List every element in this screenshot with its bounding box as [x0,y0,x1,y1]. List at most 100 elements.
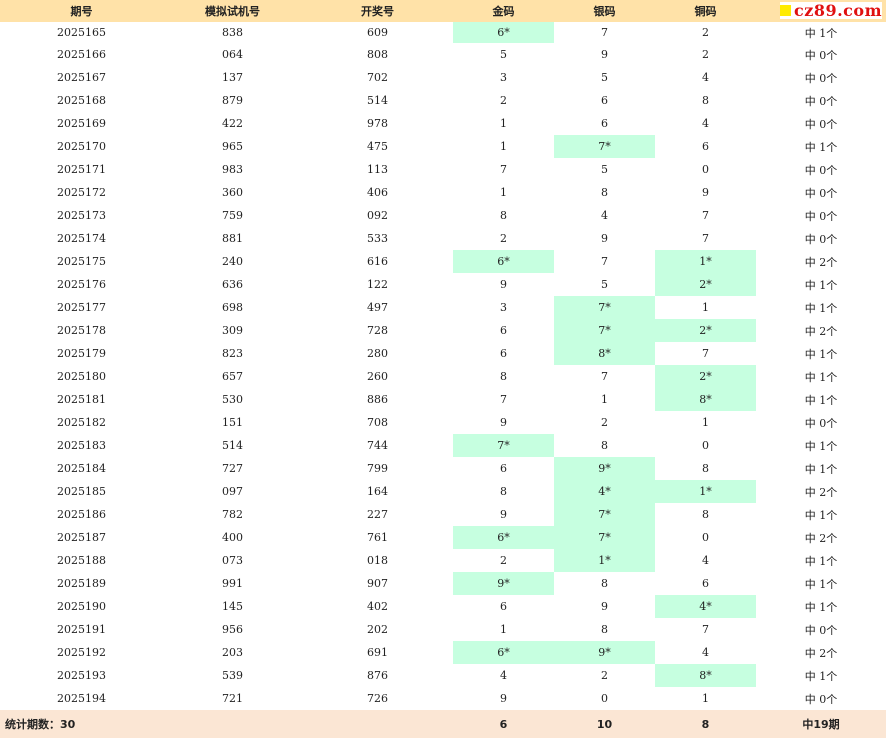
summary-silver: 10 [554,710,655,738]
draw-number-cell: 691 [367,646,388,659]
sim-number-cell: 145 [222,600,243,613]
bronze-cell: 1 [702,416,709,429]
table-row: 2025172 360 406 1 8 9 中 0个 [0,181,886,204]
sim-number-cell: 400 [222,531,243,544]
draw-number-cell: 616 [367,255,388,268]
gold-cell: 7* [453,434,554,457]
sim-number-cell: 965 [222,140,243,153]
silver-cell: 9 [601,48,608,61]
draw-number-cell: 728 [367,324,388,337]
silver-cell: 8 [601,186,608,199]
gold-cell: 3 [500,301,507,314]
header-bronze: 铜码 [655,0,756,22]
gold-cell: 9 [500,278,507,291]
silver-cell: 7* [554,135,655,158]
gold-cell: 6* [453,526,554,549]
table-row: 2025166 064 808 5 9 2 中 0个 [0,43,886,66]
sim-number-cell: 309 [222,324,243,337]
result-cell: 中 0个 [804,232,838,246]
silver-cell: 9* [554,641,655,664]
draw-number-cell: 260 [367,370,388,383]
bronze-cell: 4 [702,71,709,84]
table-row: 2025187 400 761 6* 7* 0 中 2个 [0,526,886,549]
gold-cell: 6* [453,641,554,664]
issue-cell: 2025190 [57,600,106,613]
issue-cell: 2025169 [57,117,106,130]
sim-number-cell: 064 [222,48,243,61]
silver-cell: 7* [554,319,655,342]
draw-number-cell: 744 [367,439,388,452]
bronze-cell: 2* [655,273,756,296]
result-cell: 中 1个 [804,462,838,476]
bronze-cell: 2* [655,319,756,342]
draw-number-cell: 092 [367,209,388,222]
issue-cell: 2025184 [57,462,106,475]
issue-cell: 2025194 [57,692,106,705]
issue-cell: 2025192 [57,646,106,659]
silver-cell: 6 [601,117,608,130]
table-row: 2025181 530 886 7 1 8* 中 1个 [0,388,886,411]
gold-cell: 1 [500,140,507,153]
result-cell: 中 2个 [804,646,838,660]
sim-number-cell: 956 [222,623,243,636]
site-logo[interactable]: cz89.com [779,1,883,20]
result-cell: 中 1个 [804,347,838,361]
gold-cell: 5 [500,48,507,61]
table-row: 2025176 636 122 9 5 2* 中 1个 [0,273,886,296]
result-cell: 中 2个 [804,324,838,338]
silver-cell: 4 [601,209,608,222]
issue-cell: 2025182 [57,416,106,429]
issue-cell: 2025183 [57,439,106,452]
header-logo-cell: cz89.com [756,0,886,22]
summary-label: 统计期数：30 [0,710,163,738]
bronze-cell: 1* [655,250,756,273]
draw-number-cell: 609 [367,26,388,39]
draw-number-cell: 497 [367,301,388,314]
issue-cell: 2025181 [57,393,106,406]
draw-number-cell: 514 [367,94,388,107]
gold-cell: 9 [500,692,507,705]
sim-number-cell: 983 [222,163,243,176]
bronze-cell: 4 [702,646,709,659]
sim-number-cell: 881 [222,232,243,245]
summary-result: 中19期 [756,710,886,738]
draw-number-cell: 402 [367,600,388,613]
table-row: 2025177 698 497 3 7* 1 中 1个 [0,296,886,319]
table-row: 2025178 309 728 6 7* 2* 中 2个 [0,319,886,342]
summary-empty-1 [163,710,302,738]
issue-cell: 2025177 [57,301,106,314]
sim-number-cell: 823 [222,347,243,360]
silver-cell: 7 [601,255,608,268]
sim-number-cell: 203 [222,646,243,659]
table-row: 2025186 782 227 9 7* 8 中 1个 [0,503,886,526]
sim-number-cell: 721 [222,692,243,705]
result-cell: 中 0个 [804,163,838,177]
sim-number-cell: 727 [222,462,243,475]
issue-cell: 2025191 [57,623,106,636]
draw-number-cell: 726 [367,692,388,705]
draw-number-cell: 533 [367,232,388,245]
silver-cell: 7 [601,370,608,383]
draw-number-cell: 122 [367,278,388,291]
silver-cell: 7 [601,26,608,39]
bronze-cell: 2 [702,26,709,39]
bronze-cell: 0 [702,163,709,176]
sim-number-cell: 539 [222,669,243,682]
table-row: 2025188 073 018 2 1* 4 中 1个 [0,549,886,572]
sim-number-cell: 137 [222,71,243,84]
bronze-cell: 4* [655,595,756,618]
result-cell: 中 1个 [804,278,838,292]
draw-number-cell: 164 [367,485,388,498]
draw-number-cell: 808 [367,48,388,61]
table-row: 2025167 137 702 3 5 4 中 0个 [0,66,886,89]
bronze-cell: 8 [702,462,709,475]
result-cell: 中 1个 [804,393,838,407]
draw-number-cell: 406 [367,186,388,199]
bronze-cell: 8 [702,508,709,521]
gold-cell: 8 [500,209,507,222]
silver-cell: 8* [554,342,655,365]
bronze-cell: 4 [702,117,709,130]
summary-bronze: 8 [655,710,756,738]
result-cell: 中 0个 [804,117,838,131]
